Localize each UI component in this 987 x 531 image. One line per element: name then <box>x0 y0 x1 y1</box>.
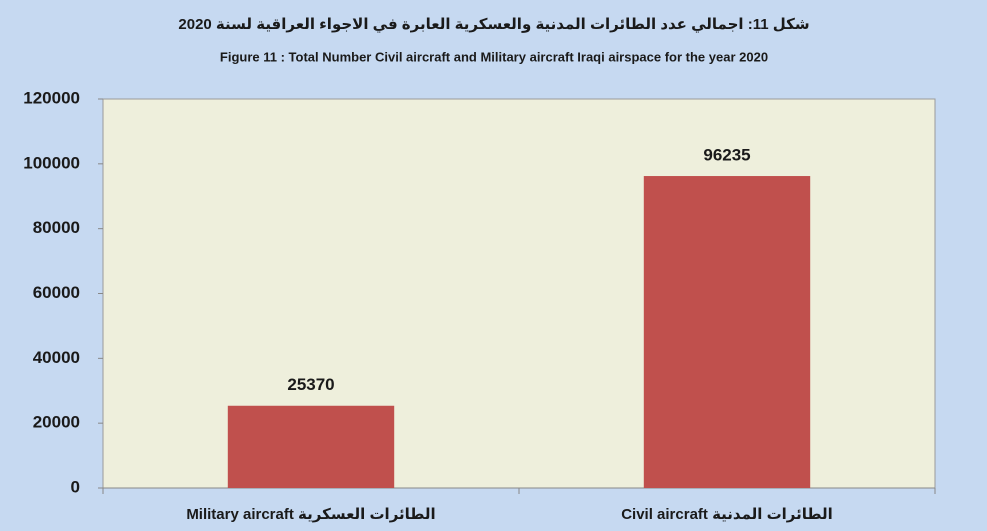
data-label: 25370 <box>287 375 334 394</box>
y-tick-label: 0 <box>71 477 80 496</box>
y-tick-label: 80000 <box>33 218 80 237</box>
bar <box>643 176 811 488</box>
x-tick-label: Military aircraft الطائرات العسكرية <box>186 506 435 523</box>
y-tick-label: 100000 <box>23 153 80 172</box>
bar <box>227 405 395 488</box>
data-label: 96235 <box>703 146 750 165</box>
y-tick-label: 40000 <box>33 348 80 367</box>
chart-title: شكل 11: اجمالي عدد الطائرات المدنية والع… <box>178 16 809 33</box>
chart-subtitle: Figure 11 : Total Number Civil aircraft … <box>220 49 768 64</box>
y-tick-label: 60000 <box>33 283 80 302</box>
y-tick-label: 20000 <box>33 413 80 432</box>
x-tick-label: Civil aircraft الطائرات المدنية <box>621 506 833 523</box>
y-tick-label: 120000 <box>23 88 80 107</box>
